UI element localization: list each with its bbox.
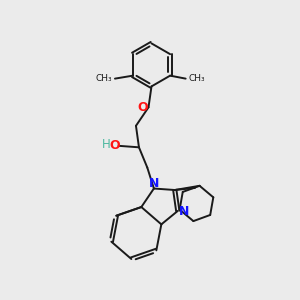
Text: O: O	[109, 139, 119, 152]
Text: H: H	[102, 138, 110, 151]
Text: CH₃: CH₃	[188, 74, 205, 83]
Text: N: N	[178, 205, 189, 218]
Text: CH₃: CH₃	[96, 74, 112, 83]
Text: N: N	[148, 177, 159, 190]
Text: O: O	[138, 101, 148, 114]
